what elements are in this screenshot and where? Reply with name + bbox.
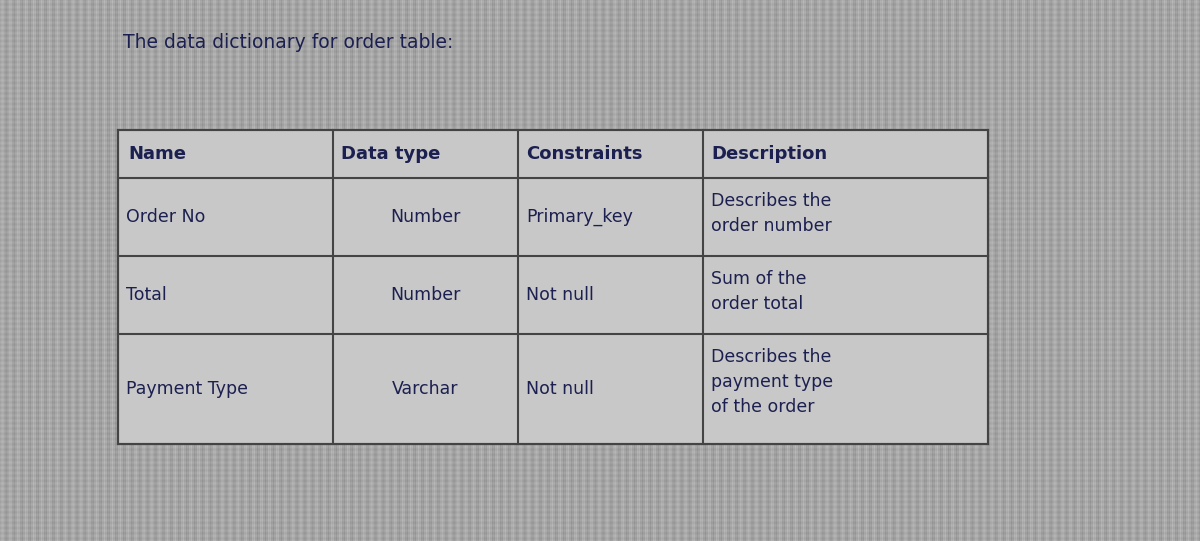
- Text: Describes the
order number: Describes the order number: [710, 192, 832, 235]
- Text: Total: Total: [126, 286, 167, 304]
- Text: Primary_key: Primary_key: [526, 208, 632, 226]
- Text: Name: Name: [128, 145, 186, 163]
- Text: Description: Description: [710, 145, 827, 163]
- Text: Sum of the
order total: Sum of the order total: [710, 270, 806, 313]
- Text: Varchar: Varchar: [392, 380, 458, 398]
- Text: Not null: Not null: [526, 380, 594, 398]
- Text: Not null: Not null: [526, 286, 594, 304]
- Text: Constraints: Constraints: [526, 145, 642, 163]
- Text: The data dictionary for order table:: The data dictionary for order table:: [124, 33, 454, 52]
- Text: Order No: Order No: [126, 208, 205, 226]
- Text: Describes the
payment type
of the order: Describes the payment type of the order: [710, 348, 833, 416]
- Text: Data type: Data type: [341, 145, 440, 163]
- Text: Payment Type: Payment Type: [126, 380, 248, 398]
- Text: Number: Number: [390, 208, 461, 226]
- Bar: [118, 130, 988, 444]
- Text: Number: Number: [390, 286, 461, 304]
